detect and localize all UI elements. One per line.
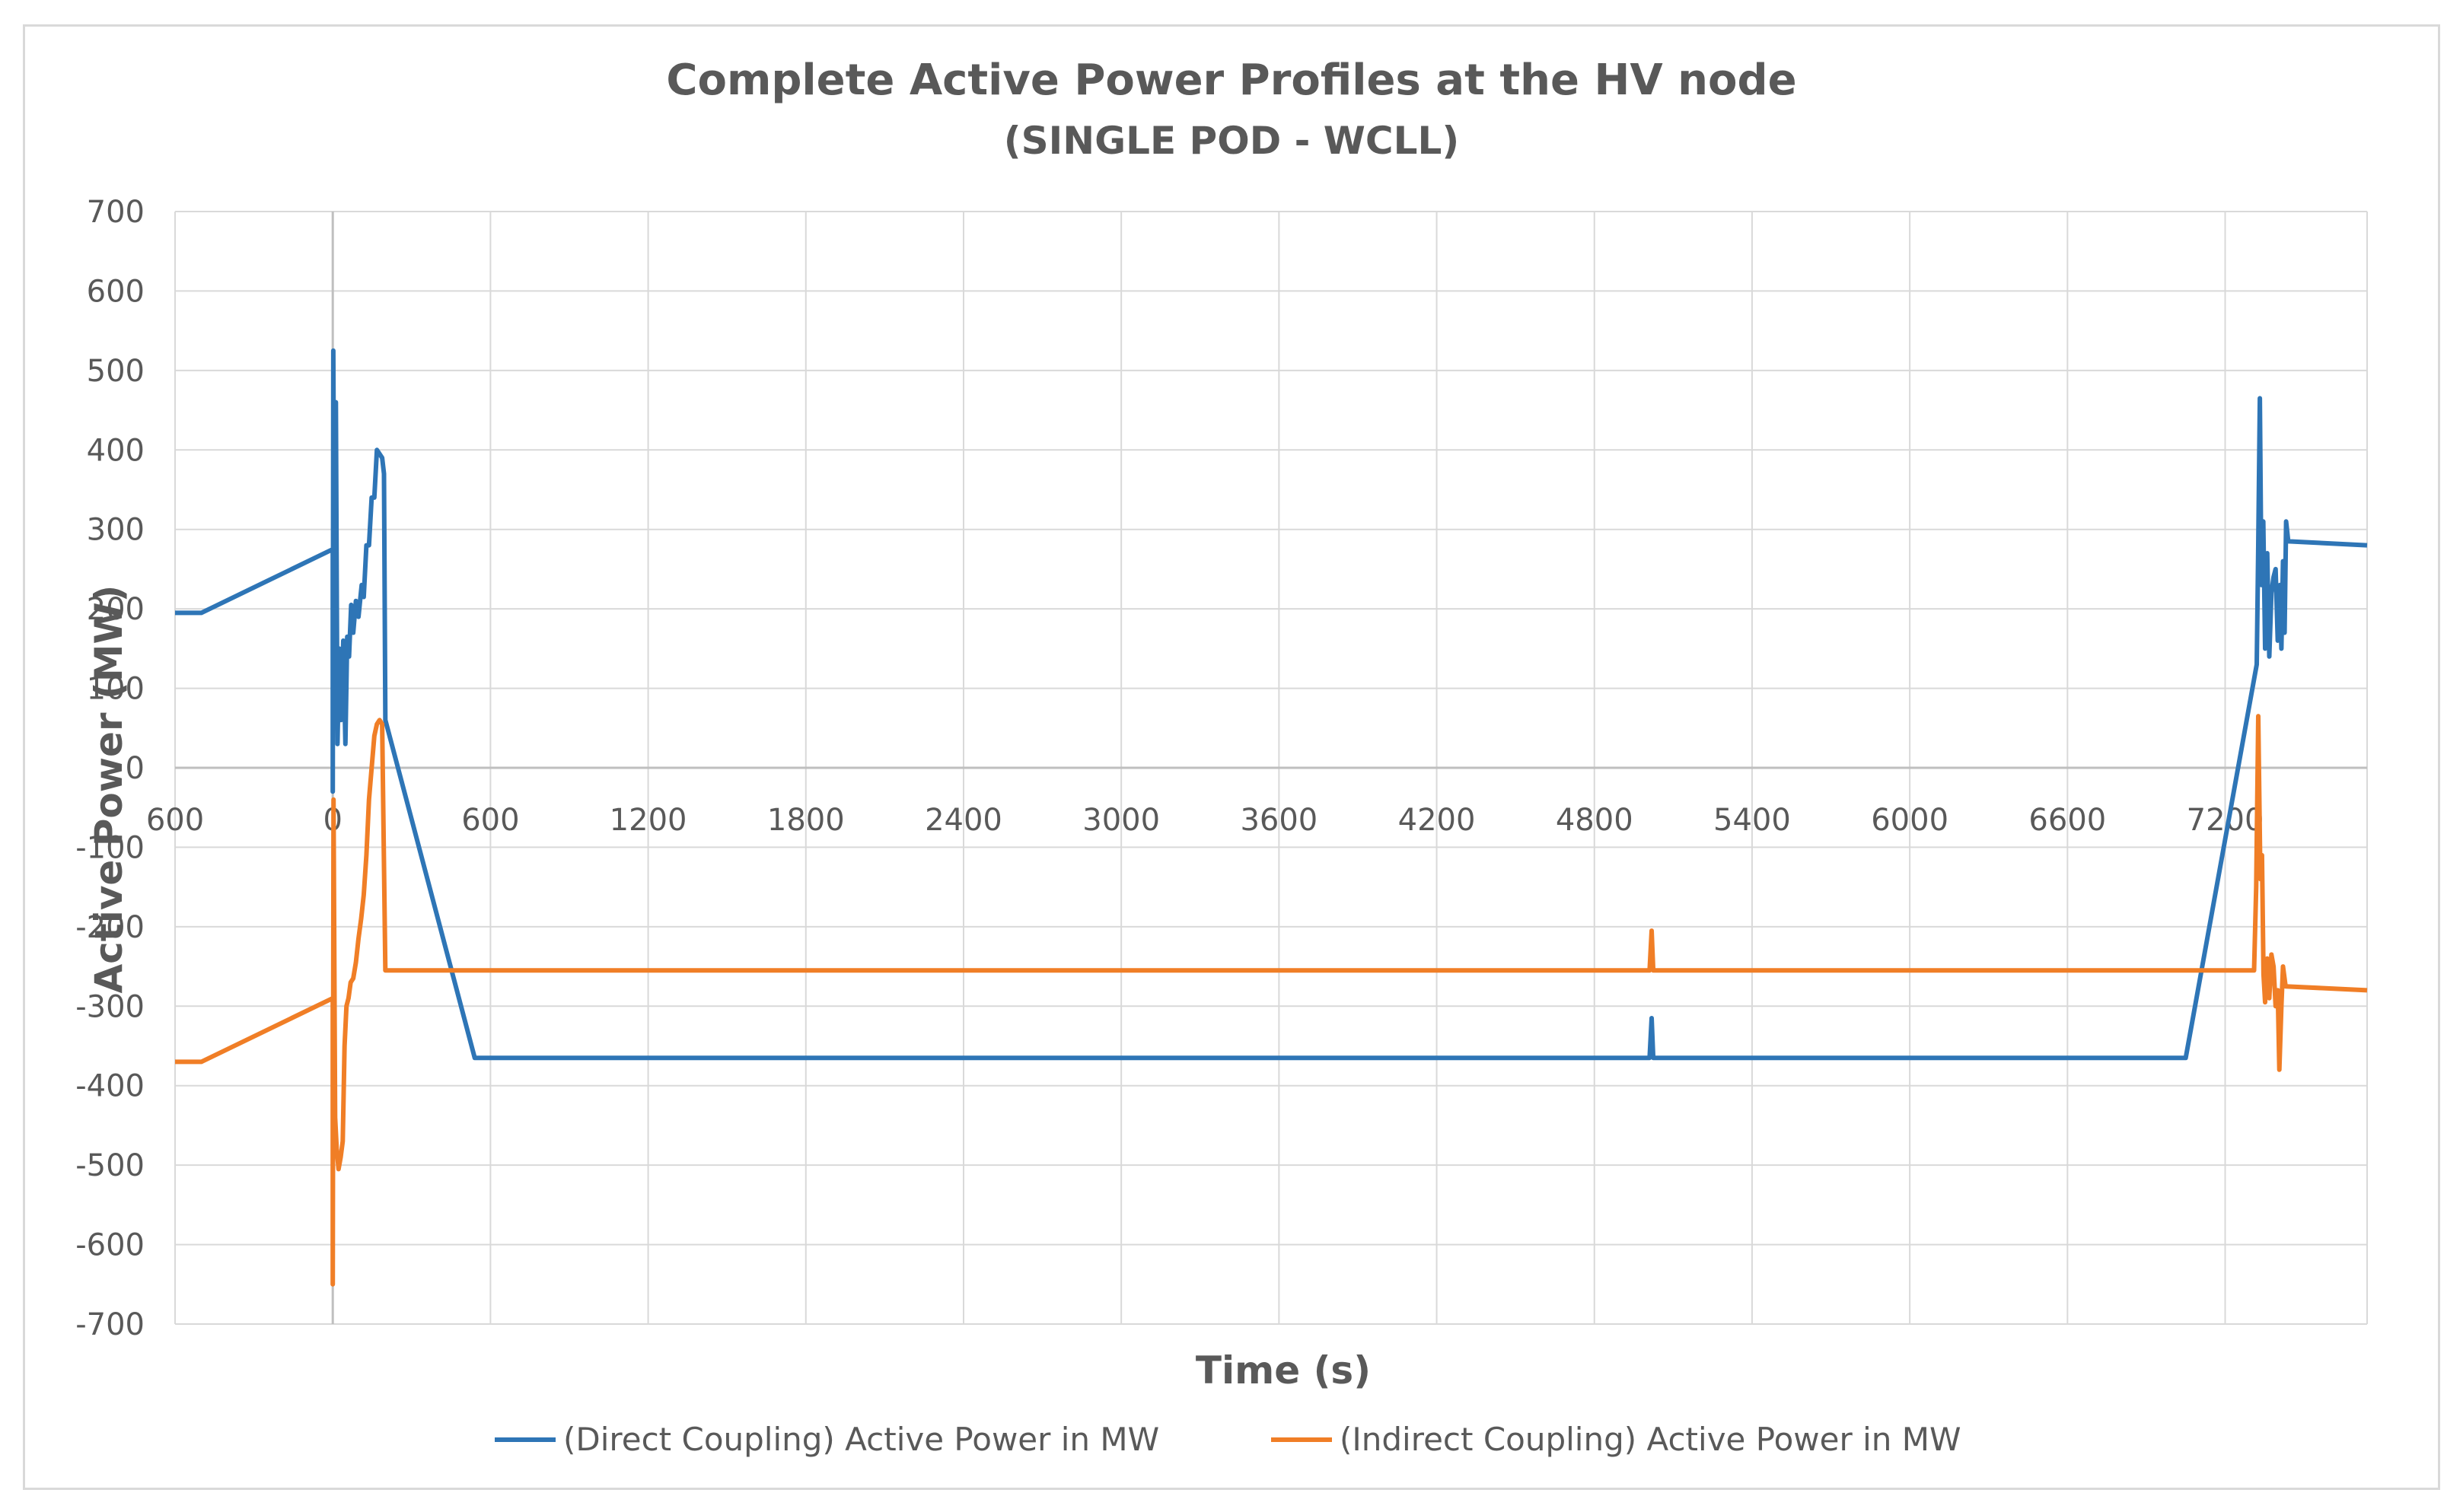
y-tick-label: 500 [87, 354, 145, 389]
x-tick-label: 1200 [610, 803, 687, 838]
chart-frame [23, 24, 2440, 1490]
x-tick-label: 2400 [925, 803, 1002, 838]
series-line-direct-coupling [175, 348, 2368, 1061]
y-tick-label: 300 [87, 513, 145, 548]
y-tick-label: 400 [87, 433, 145, 468]
grid-lines [174, 211, 2368, 1325]
x-tick-label: 4200 [1398, 803, 1476, 838]
x-tick-label: 3000 [1082, 803, 1160, 838]
tick-labels: -700 -600 -500 -400 -300 -200 -100 0 100 200 300 40… [75, 195, 2264, 1342]
series-line-indirect-coupling [175, 714, 2368, 1287]
y-tick-label: -100 [75, 830, 145, 865]
y-tick-label: -700 [75, 1307, 145, 1342]
chart-subtitle: (SINGLE POD - WCLL) [1004, 119, 1459, 163]
series-lines [175, 348, 2368, 1287]
x-tick-label: 4800 [1556, 803, 1633, 838]
y-tick-label: 700 [87, 195, 145, 230]
x-tick-label: 600 [146, 803, 204, 838]
x-tick-label: 600 [461, 803, 519, 838]
legend: (Direct Coupling) Active Power in MW (Ind… [495, 1421, 1961, 1458]
y-axis-title: Active Power (MW) [87, 584, 131, 993]
x-tick-label: 6000 [1871, 803, 1948, 838]
y-tick-label: 100 [87, 672, 145, 707]
legend-label: (Direct Coupling) Active Power in MW [563, 1421, 1159, 1458]
x-tick-label: 5400 [1713, 803, 1791, 838]
y-tick-label: -500 [75, 1148, 145, 1183]
x-tick-label: 3600 [1240, 803, 1318, 838]
legend-label: (Indirect Coupling) Active Power in MW [1340, 1421, 1961, 1458]
x-tick-label: 6600 [2028, 803, 2106, 838]
y-tick-label: -200 [75, 910, 145, 945]
y-tick-label: -400 [75, 1069, 145, 1104]
y-tick-label: 600 [87, 274, 145, 309]
y-tick-label: 200 [87, 592, 145, 627]
y-tick-label: -300 [75, 989, 145, 1024]
chart-title: Complete Active Power Profiles at the HV… [666, 56, 1796, 105]
y-tick-label: -600 [75, 1228, 145, 1263]
x-tick-label: 1800 [767, 803, 845, 838]
y-tick-label: 0 [126, 751, 145, 786]
x-axis-title: Time (s) [1196, 1348, 1371, 1393]
